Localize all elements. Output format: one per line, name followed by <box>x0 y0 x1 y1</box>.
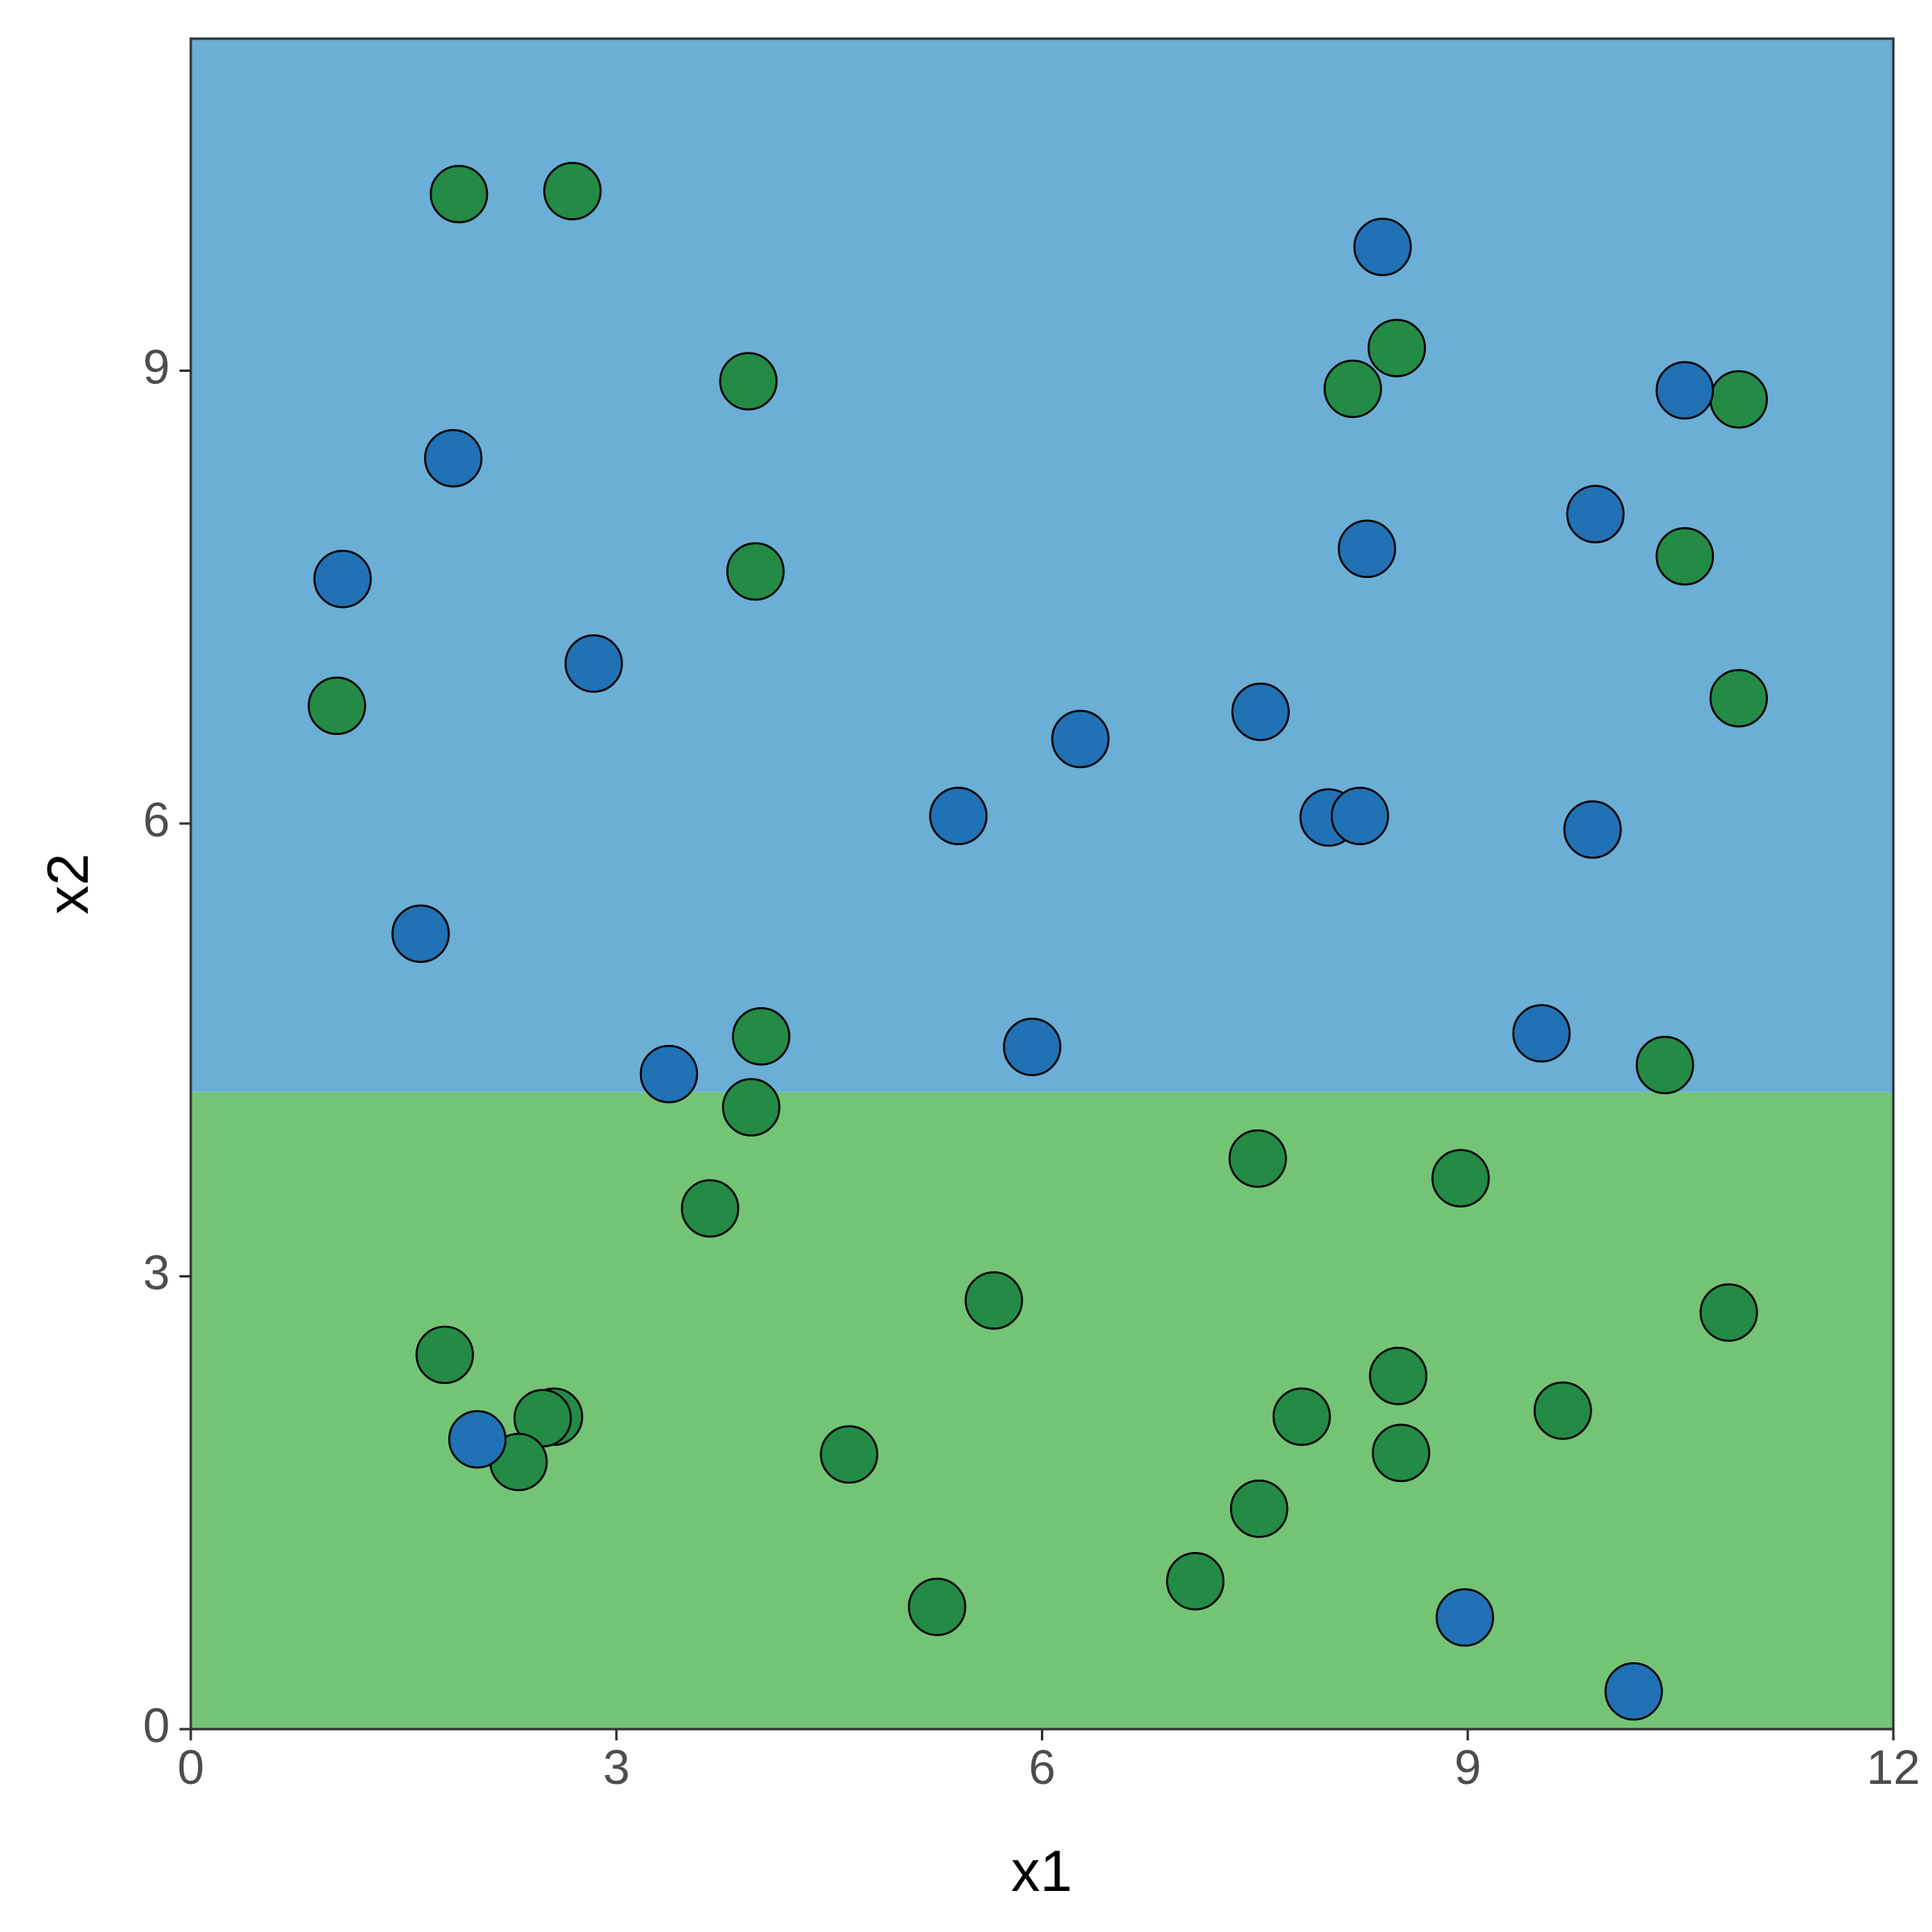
point <box>415 1325 474 1385</box>
point <box>1353 217 1412 276</box>
y-axis-title: x2 <box>36 853 101 914</box>
point <box>391 904 450 964</box>
point <box>1372 1423 1430 1483</box>
point <box>732 1007 791 1066</box>
point <box>1655 361 1715 420</box>
point <box>1435 1588 1494 1647</box>
point <box>1699 1283 1758 1342</box>
point <box>543 162 602 221</box>
point <box>1566 485 1625 543</box>
plot-frame <box>189 37 1895 1731</box>
point <box>726 542 785 601</box>
x-axis-title: x1 <box>1011 1839 1072 1904</box>
x-tick-label: 3 <box>603 1740 630 1794</box>
point <box>1231 683 1290 741</box>
point <box>1002 1018 1062 1076</box>
point <box>639 1045 699 1104</box>
point <box>1709 669 1769 728</box>
point <box>1229 1480 1289 1538</box>
point <box>1431 1149 1490 1208</box>
point <box>721 1078 781 1137</box>
point <box>929 786 988 845</box>
point <box>907 1577 967 1637</box>
point <box>429 164 489 224</box>
x-tick-label: 12 <box>1867 1740 1921 1794</box>
y-tick-label: 9 <box>143 340 170 394</box>
x-tick-label: 0 <box>177 1740 204 1794</box>
point <box>1655 526 1715 586</box>
point <box>1534 1381 1592 1440</box>
point <box>719 352 778 411</box>
point <box>1051 709 1110 769</box>
point <box>1368 1347 1428 1406</box>
point <box>313 550 372 609</box>
x-tick-label: 9 <box>1455 1740 1481 1794</box>
point <box>1228 1129 1287 1188</box>
point <box>1272 1387 1331 1447</box>
point <box>1367 319 1426 378</box>
point <box>1337 519 1397 578</box>
y-tick-label: 3 <box>143 1245 170 1299</box>
point <box>448 1410 507 1469</box>
point <box>308 676 366 735</box>
point <box>1604 1662 1663 1721</box>
point <box>1331 786 1389 845</box>
region <box>191 1092 1893 1729</box>
x-tick-label: 6 <box>1029 1740 1055 1794</box>
point <box>1709 369 1769 429</box>
point <box>1166 1552 1225 1611</box>
point <box>819 1425 879 1484</box>
point <box>1512 1004 1571 1063</box>
point <box>1323 359 1382 419</box>
point <box>680 1179 740 1238</box>
point <box>1635 1035 1695 1095</box>
point <box>1563 800 1622 859</box>
point <box>564 634 623 693</box>
y-tick-label: 6 <box>143 793 170 847</box>
y-tick-label: 0 <box>143 1699 170 1752</box>
point <box>423 429 483 488</box>
point <box>964 1271 1023 1330</box>
